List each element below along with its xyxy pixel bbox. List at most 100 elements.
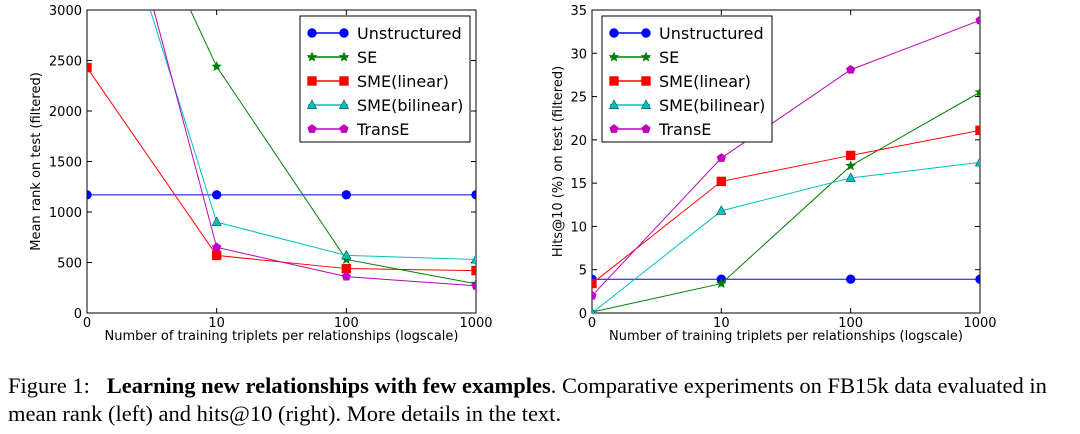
legend-label-sme-linear: SME(linear) [357,72,449,91]
y-tick-label: 0 [74,307,82,322]
data-point-sme-linear [845,150,856,161]
data-point-unstructured [87,190,92,200]
data-point-sme-bilinear [341,249,352,260]
y-tick-label: 35 [570,4,587,19]
y-axis-label: Mean rank on test (filtered) [29,72,44,251]
legend-label-transe: TransE [356,120,409,139]
legend-marker-sme-bilinear [640,99,652,109]
legend-marker-sme-linear [307,76,317,86]
y-tick-label: 0 [579,307,587,322]
series-line-sme-linear [592,129,980,284]
x-tick-label: 10 [713,316,730,331]
y-tick-label: 20 [570,134,587,149]
legend-marker-sme-bilinear [306,99,318,109]
legend-box [299,15,471,143]
legend-marker-sme-bilinear [338,99,350,109]
legend-marker-transe [641,124,651,133]
x-tick-label: 1000 [459,316,492,331]
data-point-unstructured [211,190,222,200]
series-line-se [189,10,476,285]
figure-caption: Figure 1: Learning new relationships wit… [8,372,1074,428]
data-point-unstructured [471,190,476,200]
series-line-transe [153,10,476,287]
caption-title: Learning new relationships with few exam… [106,373,551,398]
x-tick-label: 0 [588,316,596,331]
legend-box [601,15,773,143]
y-tick-label: 2000 [49,105,82,120]
y-tick-label: 2500 [49,55,82,70]
data-point-sme-linear [87,62,92,73]
y-tick-label: 15 [570,177,587,192]
y-tick-label: 25 [570,91,587,106]
legend-label-transe: TransE [658,120,711,139]
series-line-se [592,91,980,313]
data-point-sme-linear [716,176,727,187]
series-group [592,15,980,313]
legend: Unstructured SE SME(linear) SME(bilinear) Tr… [601,15,773,143]
x-tick-label: 1000 [963,316,996,331]
legend: Unstructured SE SME(linear) SME(bilinear) Tr… [299,15,471,143]
series-group [87,10,476,290]
legend-marker-transe [339,124,349,133]
data-point-se [211,61,222,72]
legend-marker-unstructured [307,28,317,38]
data-point-sme-bilinear [845,172,856,182]
x-tick-label: 100 [838,316,863,331]
legend-label-se: SE [357,48,377,67]
data-point-transe [846,64,856,74]
y-tick-label: 1000 [49,206,82,221]
data-point-sme-linear [211,250,222,261]
data-point-se [845,160,856,171]
data-point-sme-linear [471,265,476,276]
data-point-transe [975,15,980,25]
legend-marker-sme-linear [641,76,651,86]
caption-label: Figure 1: [8,373,90,398]
legend-marker-transe [307,124,317,133]
legend-marker-se [640,51,652,62]
caption-text: . Comparative experiments on FB15k data … [8,373,1047,426]
data-point-se [974,86,980,97]
figure-plots: 0 10 100 1000050010001500200025003000Number… [29,4,997,344]
y-tick-label: 3000 [49,4,82,19]
x-tick-label: 100 [334,316,359,331]
legend-marker-unstructured [609,28,619,38]
data-point-transe [341,271,351,281]
y-tick-label: 500 [57,257,82,272]
data-point-sme-linear [592,278,597,289]
legend-marker-se [338,51,350,62]
data-point-transe [471,280,476,290]
data-point-se [716,278,727,289]
series-line-sme-bilinear [592,161,980,313]
mean-rank-chart: 0 10 100 1000 0 500 1000 1500 2000 2500 3000 Number… [29,4,493,344]
legend-marker-se [306,51,318,62]
legend-label-unstructured: Unstructured [357,24,462,43]
legend-marker-unstructured [641,28,651,38]
data-point-transe [212,242,222,252]
series-line-transe [592,19,980,297]
legend-marker-transe [609,124,619,133]
data-point-sme-bilinear [592,307,595,313]
data-point-sme-bilinear [211,216,222,227]
x-tick-label: 10 [208,316,225,331]
y-tick-label: 1500 [49,156,82,171]
data-point-sme-bilinear [974,156,980,167]
y-axis-label: Hits@10 (%) on test (filtered) [551,66,566,257]
legend-marker-se [608,51,620,62]
legend-marker-sme-linear [339,76,349,86]
legend-label-sme-linear: SME(linear) [659,72,751,91]
data-point-transe [592,290,597,300]
x-axis-label: Number of training triplets per relation… [105,329,459,344]
data-point-sme-linear [341,263,352,274]
y-tick-label: 5 [579,264,587,279]
y-tick-label: 10 [570,220,587,235]
data-point-unstructured [845,274,856,284]
data-point-transe [716,153,726,162]
legend-label-unstructured: Unstructured [659,24,764,43]
y-tick-label: 30 [570,47,587,62]
legend-marker-sme-linear [609,76,619,86]
data-point-sme-linear [975,125,980,136]
legend-marker-sme-bilinear [608,99,620,109]
legend-label-sme-bilinear: SME(bilinear) [357,96,463,115]
data-point-sme-bilinear [716,205,727,215]
hits-at-10-chart: 0 10 100 1000 0 5 10 15 20 25 30 35 Number of traini… [551,4,997,344]
